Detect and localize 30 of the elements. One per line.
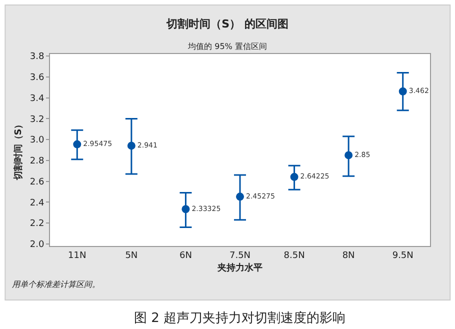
- x-tick-label: 8.5N: [284, 250, 305, 261]
- y-tick-label: 2.2: [30, 219, 44, 230]
- x-tick-label: 6N: [179, 250, 192, 261]
- chart-subtitle: 均值的 95% 置信区间: [187, 42, 267, 51]
- point: [182, 205, 190, 214]
- y-tick-label: 3.4: [30, 94, 44, 104]
- y-tick-label: 2.0: [30, 240, 44, 250]
- caption: 图 2 超声刀夹持力对切割速度的影响: [134, 310, 346, 326]
- x-tick-label: 11N: [68, 250, 86, 261]
- y-tick-label: 2.6: [30, 177, 44, 188]
- point: [127, 142, 136, 150]
- y-axis-title: 切割时间（S）: [13, 120, 24, 182]
- chart-title: 切割时间（S） 的区间图: [166, 17, 288, 30]
- point: [344, 151, 353, 160]
- y-tick-label: 3.2: [30, 114, 44, 125]
- y-tick-label: 2.4: [30, 198, 44, 208]
- point: [73, 140, 82, 148]
- x-tick-label: 5N: [125, 250, 138, 261]
- text: 用单个标准差计算区间。: [12, 280, 100, 289]
- y-tick-label: 2.8: [30, 156, 44, 167]
- y-tick-label: 3.8: [30, 52, 44, 62]
- point: [290, 172, 298, 181]
- x-axis-title: 夹持力水平: [216, 262, 262, 274]
- y-tick-label: 3.6: [30, 73, 44, 84]
- x-tick-label: 7.5N: [229, 250, 251, 261]
- x-tick-label: 9.5N: [392, 250, 414, 261]
- point: [236, 192, 244, 201]
- x-tick-label: 8N: [342, 250, 355, 261]
- y-tick-label: 3.0: [30, 136, 44, 146]
- point: [398, 87, 407, 96]
